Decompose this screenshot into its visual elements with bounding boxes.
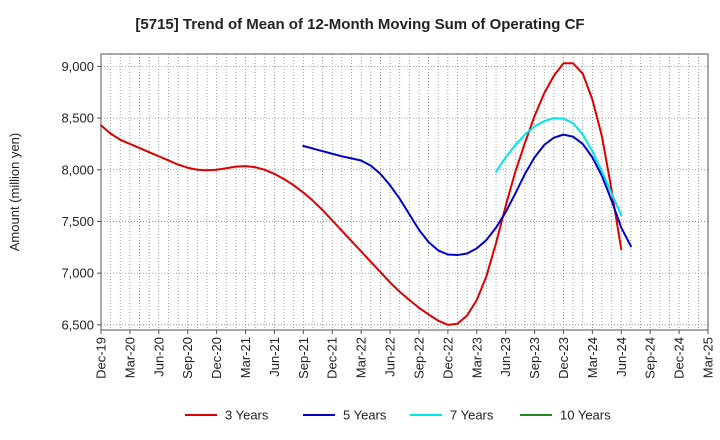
y-tick-label: 9,000 [61,59,94,74]
legend: 3 Years 5 Years 7 Years 10 Years [185,408,611,423]
x-tick-label: Sep-20 [180,337,195,379]
x-tick-label: Mar-24 [585,337,600,378]
series-line-7-years [495,117,623,217]
y-axis-label: Amount (million yen) [7,133,22,252]
y-tick-label: 7,500 [61,214,94,229]
x-tick-label: Jun-22 [383,337,398,377]
x-tick-label: Mar-21 [238,337,253,378]
x-tick-label: Sep-21 [296,337,311,379]
legend-label: 7 Years [450,408,494,423]
x-tick-label: Sep-24 [643,337,658,379]
y-tick-label: 6,500 [61,317,94,332]
x-tick-label: Sep-23 [527,337,542,379]
plot-frame [100,53,709,331]
x-tick-label: Mar-22 [354,337,369,378]
y-tick-label: 8,500 [61,111,94,126]
x-tick-label: Jun-23 [498,337,513,377]
plot-area: 6,500 7,000 7,500 8,000 8,500 9,000 Dec-19 Mar-… [61,53,716,379]
x-tick-label: Jun-21 [267,337,282,377]
legend-label: 10 Years [560,408,611,423]
x-tick-label: Dec-21 [325,337,340,379]
legend-label: 5 Years [343,408,387,423]
x-tick-label: Dec-24 [672,337,687,379]
x-tick-label: Jun-24 [614,337,629,377]
chart-title: [5715] Trend of Mean of 12-Month Moving … [135,16,584,33]
series-line-3-years [100,62,623,326]
x-tick-label: Dec-19 [94,337,109,379]
legend-label: 3 Years [225,408,269,423]
x-tick-label: Dec-20 [209,337,224,379]
y-tick-label: 7,000 [61,266,94,281]
x-tick-label: Mar-23 [469,337,484,378]
x-tick-label: Dec-23 [556,337,571,379]
series-line-5-years [302,133,632,257]
x-tick-label: Dec-22 [440,337,455,379]
x-tick-label: Jun-20 [151,337,166,377]
x-tick-label: Sep-22 [411,337,426,379]
y-tick-label: 8,000 [61,162,94,177]
x-tick-label: Mar-20 [122,337,137,378]
x-tick-label: Mar-25 [701,337,716,378]
